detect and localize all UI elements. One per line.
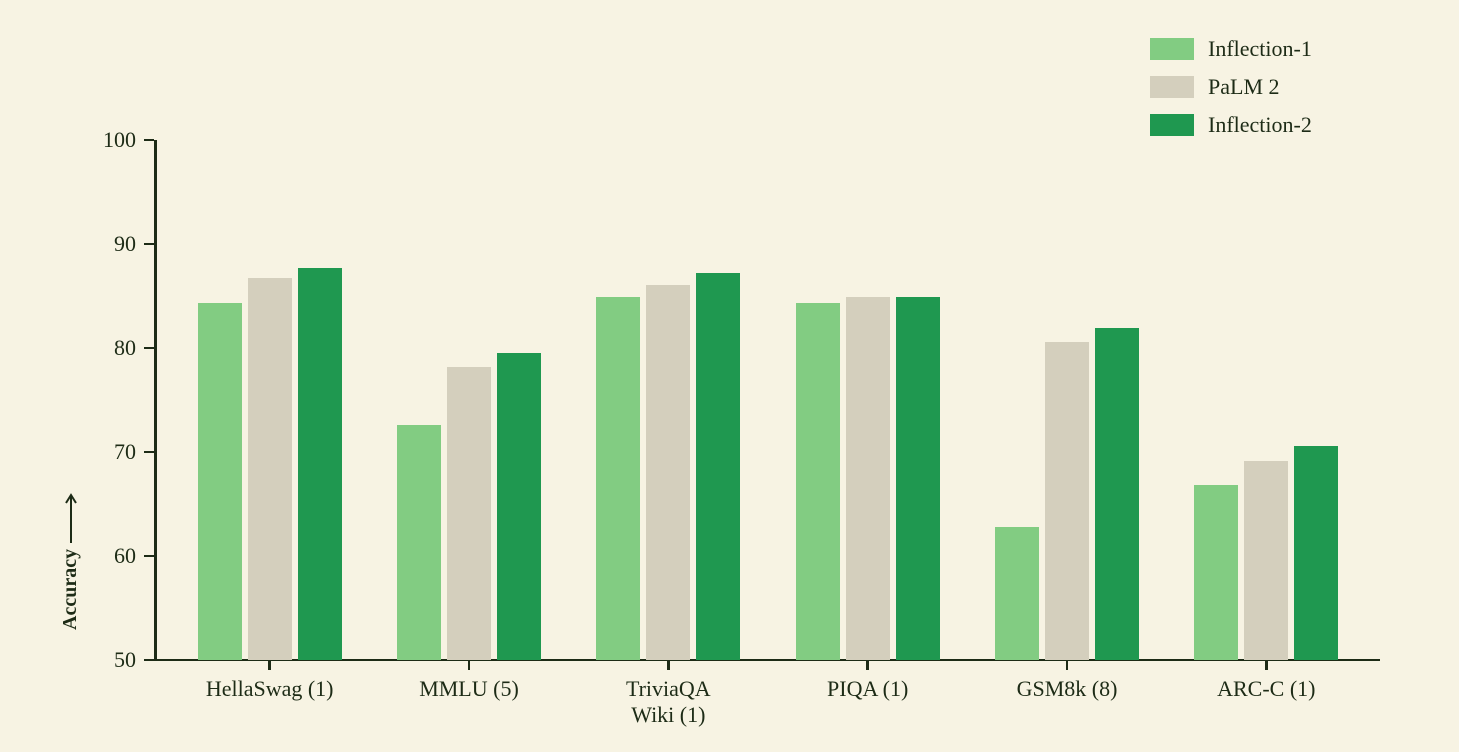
bar xyxy=(447,367,491,660)
legend-swatch xyxy=(1150,76,1194,98)
y-tick xyxy=(144,139,154,142)
y-tick-label: 50 xyxy=(114,647,136,673)
bar xyxy=(248,278,292,660)
bar xyxy=(796,303,840,660)
bar xyxy=(198,303,242,660)
legend-label: Inflection-2 xyxy=(1208,112,1312,138)
bar xyxy=(298,268,342,660)
legend-label: Inflection-1 xyxy=(1208,36,1312,62)
bar xyxy=(1095,328,1139,660)
up-arrow-icon xyxy=(64,483,78,543)
y-tick-label: 90 xyxy=(114,231,136,257)
bar xyxy=(896,297,940,660)
y-axis-title: Accuracy xyxy=(59,483,82,630)
bar xyxy=(397,425,441,660)
x-tick xyxy=(866,660,869,670)
y-tick-label: 60 xyxy=(114,543,136,569)
y-tick xyxy=(144,659,154,662)
x-category-label: ARC-C (1) xyxy=(1146,676,1386,702)
y-axis-line xyxy=(154,140,157,660)
bar xyxy=(995,527,1039,660)
y-axis-title-text: Accuracy xyxy=(59,549,82,630)
bar xyxy=(1045,342,1089,660)
y-tick xyxy=(144,555,154,558)
x-tick xyxy=(1066,660,1069,670)
benchmark-bar-chart: 5060708090100AccuracyHellaSwag (1)MMLU (… xyxy=(0,0,1459,752)
y-tick xyxy=(144,243,154,246)
bar xyxy=(846,297,890,660)
legend-label: PaLM 2 xyxy=(1208,74,1280,100)
y-tick xyxy=(144,451,154,454)
bar xyxy=(646,285,690,660)
bar xyxy=(1294,446,1338,660)
y-tick xyxy=(144,347,154,350)
bar xyxy=(596,297,640,660)
x-tick xyxy=(268,660,271,670)
y-tick-label: 100 xyxy=(103,127,136,153)
x-tick xyxy=(667,660,670,670)
x-tick xyxy=(468,660,471,670)
bar xyxy=(497,353,541,660)
y-tick-label: 70 xyxy=(114,439,136,465)
legend-swatch xyxy=(1150,38,1194,60)
legend-swatch xyxy=(1150,114,1194,136)
legend-item: Inflection-1 xyxy=(1150,36,1312,62)
legend: Inflection-1 PaLM 2 Inflection-2 xyxy=(1150,36,1312,150)
bar xyxy=(696,273,740,660)
legend-item: Inflection-2 xyxy=(1150,112,1312,138)
bar xyxy=(1244,461,1288,660)
legend-item: PaLM 2 xyxy=(1150,74,1312,100)
x-tick xyxy=(1265,660,1268,670)
bar xyxy=(1194,485,1238,660)
y-tick-label: 80 xyxy=(114,335,136,361)
